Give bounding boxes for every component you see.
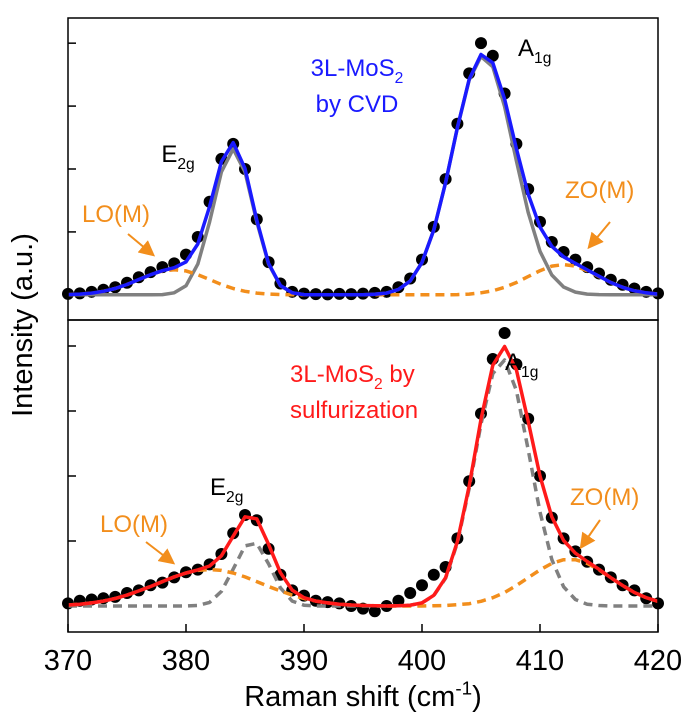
annotation-part: A xyxy=(505,349,521,376)
annotation-part: 1g xyxy=(534,50,551,67)
annotation-part: 2g xyxy=(177,156,194,173)
annotation: sulfurization xyxy=(290,397,418,424)
x-axis-label: Raman shift (cm-1) xyxy=(244,677,482,713)
x-tick-label: 400 xyxy=(398,645,446,677)
annotation-part: ZO(M) xyxy=(565,177,634,204)
annotation: A1g xyxy=(505,349,538,381)
data-point xyxy=(416,579,428,592)
annotation: ZO(M) xyxy=(565,177,634,204)
annotation: 3L-MoS2 by xyxy=(290,361,415,393)
data-point xyxy=(427,568,440,581)
annotation-part: 1g xyxy=(521,364,538,381)
annotation-part: 2 xyxy=(395,70,404,87)
line xyxy=(67,344,659,608)
annotation-part: 3L-MoS xyxy=(311,55,395,82)
annotation-part: E xyxy=(161,141,177,168)
x-tick-label: 410 xyxy=(516,645,564,677)
x-tick-label: 370 xyxy=(44,645,92,677)
data-point xyxy=(404,587,417,599)
data-point xyxy=(498,327,511,339)
bottom-frame xyxy=(67,319,659,633)
annotation: LO(M) xyxy=(100,511,168,538)
x-tick-label: 420 xyxy=(634,645,682,677)
annotation-part: 3L-MoS xyxy=(290,361,374,388)
annotation-part: by xyxy=(383,361,415,388)
data-point xyxy=(368,605,381,618)
annotation: ZO(M) xyxy=(570,484,639,511)
data-point xyxy=(392,594,405,607)
annotation: LO(M) xyxy=(82,201,150,228)
arrow xyxy=(145,541,176,565)
annotation: A1g xyxy=(518,35,551,67)
annotation-part: 2g xyxy=(226,489,243,506)
x-axis-label-part: Raman shift (cm xyxy=(244,681,455,713)
arrow xyxy=(587,221,611,250)
panel: 3L-MoS2 by CVD E2g A1g LO(M) ZO(M) xyxy=(62,35,664,301)
annotation-part: ZO(M) xyxy=(570,484,639,511)
annotation: 3L-MoS2 xyxy=(311,55,404,87)
annotation-part: E xyxy=(210,474,226,501)
annotation-part: LO(M) xyxy=(82,201,150,228)
annotation-part: by CVD xyxy=(316,91,399,118)
line xyxy=(67,52,659,297)
annotation-part: A xyxy=(518,35,534,62)
arrow xyxy=(579,519,601,550)
annotation-part: LO(M) xyxy=(100,511,168,538)
annotation-part: sulfurization xyxy=(290,397,418,424)
y-axis-label: Intensity (a.u.) xyxy=(7,233,39,417)
x-tick-label: 380 xyxy=(162,645,210,677)
annotation-part: 2 xyxy=(374,376,383,393)
x-axis-label-part: -1 xyxy=(455,677,472,698)
data-point xyxy=(475,37,487,50)
annotation: E2g xyxy=(210,474,243,506)
annotation: by CVD xyxy=(316,91,399,118)
x-axis-label-part: ) xyxy=(472,681,482,713)
arrow xyxy=(127,233,156,257)
panel: 370 380 390 400 410 420 Raman shift (cm-1) 3L-M… xyxy=(44,327,682,713)
annotation: E2g xyxy=(161,141,194,173)
x-tick-label: 390 xyxy=(280,645,328,677)
